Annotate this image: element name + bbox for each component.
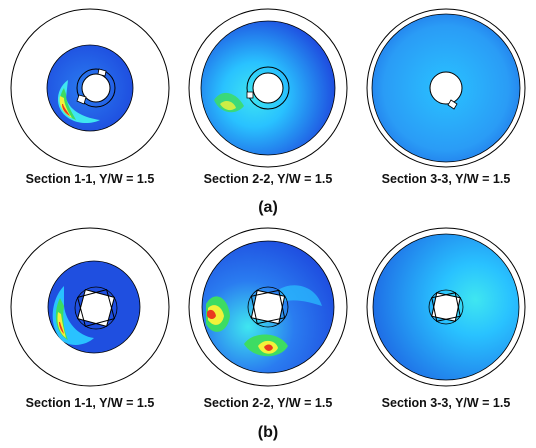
row-label-b: (b) bbox=[257, 424, 279, 441]
caption-b1: Section 1-1, Y/W = 1.5 bbox=[25, 396, 155, 410]
contour-plot-a3 bbox=[366, 8, 526, 168]
contour-plot-b3 bbox=[366, 227, 526, 387]
caption-a1: Section 1-1, Y/W = 1.5 bbox=[25, 172, 155, 186]
row-label-a: (a) bbox=[258, 199, 278, 216]
contour-plot-b1 bbox=[10, 227, 170, 387]
caption-a2: Section 2-2, Y/W = 1.5 bbox=[203, 172, 333, 186]
caption-b3: Section 3-3, Y/W = 1.5 bbox=[381, 396, 511, 410]
caption-b2: Section 2-2, Y/W = 1.5 bbox=[203, 396, 333, 410]
contour-plot-a1 bbox=[10, 8, 170, 168]
contour-plot-b2 bbox=[188, 227, 348, 387]
caption-a3: Section 3-3, Y/W = 1.5 bbox=[381, 172, 511, 186]
contour-plot-a2 bbox=[188, 8, 348, 168]
